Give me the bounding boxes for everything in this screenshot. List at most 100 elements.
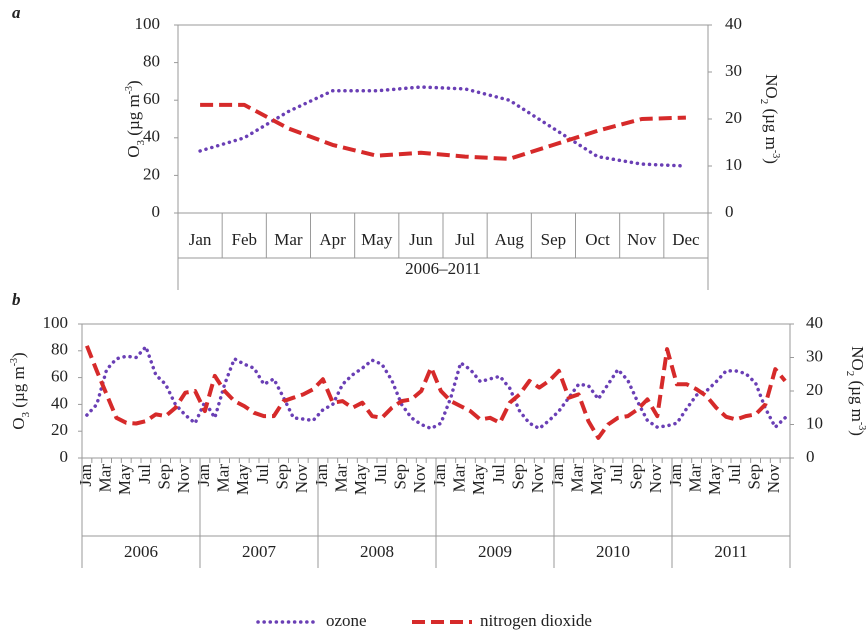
x-tick-label: Nov — [528, 464, 547, 494]
x-tick-label: Nov — [764, 464, 783, 494]
x-tick-label: Jan — [430, 464, 449, 487]
axis-title-part: O — [9, 417, 28, 429]
axis-title: O3 (µg m-3) — [9, 352, 32, 429]
x-tick-label: Apr — [319, 230, 346, 249]
y-tick-label: 40 — [51, 393, 68, 412]
y-tick-label: 20 — [143, 164, 160, 183]
x-tick-label: May — [233, 464, 252, 496]
axis-title-part: 2 — [758, 99, 770, 105]
x-tick-label: Jan — [194, 464, 213, 487]
plot-frame — [177, 24, 709, 214]
panel-label: b — [12, 290, 21, 309]
y-tick-label: 100 — [135, 14, 161, 33]
y2-tick-label: 0 — [806, 447, 815, 466]
y2-tick-label: 10 — [806, 413, 823, 432]
x-tick-label: Mar — [685, 464, 704, 493]
x-tick-label: May — [361, 230, 393, 249]
axis-title-part: -3 — [9, 358, 20, 366]
series-line — [85, 345, 787, 440]
x-tick-label: Jul — [607, 464, 626, 484]
group-label: 2006 — [124, 542, 158, 561]
y2-tick-label: 20 — [725, 108, 742, 127]
x-tick-label: Jul — [725, 464, 744, 484]
y-tick-label: 20 — [51, 420, 68, 439]
y-tick-label: 0 — [152, 202, 161, 221]
y2-tick-label: 30 — [725, 61, 742, 80]
x-tick-label: Mar — [567, 464, 586, 493]
y2-tick-label: 30 — [806, 346, 823, 365]
x-tick-label: Mar — [213, 464, 232, 493]
x-tick-label: Jan — [312, 464, 331, 487]
axis-title-part: (µg m — [9, 366, 28, 412]
y-tick-label: 80 — [143, 52, 160, 71]
x-tick-label: Sep — [626, 464, 645, 490]
x-tick-label: Jun — [409, 230, 433, 249]
axis-title-part: (µg m — [762, 104, 781, 150]
panel-label: a — [12, 3, 21, 22]
x-tick-label: Nov — [410, 464, 429, 494]
legend-label: ozone — [326, 611, 367, 630]
axis-title-part: -3 — [124, 86, 135, 94]
x-tick-label: May — [705, 464, 724, 496]
series-line — [200, 102, 686, 161]
axis-title-part: NO — [848, 346, 867, 371]
x-tick-label: Jan — [76, 464, 95, 487]
x-tick-label: Jul — [455, 230, 475, 249]
x-tick-label: Mar — [274, 230, 303, 249]
group-label: 2007 — [242, 542, 277, 561]
axis-title-part: ) — [848, 430, 867, 436]
x-tick-label: Sep — [390, 464, 409, 490]
axis-title-part: 3 — [20, 411, 32, 417]
x-tick-label: Sep — [154, 464, 173, 490]
x-tick-label: May — [115, 464, 134, 496]
axis-title: O3 (µg m-3) — [124, 80, 147, 157]
axis-title-part: -3 — [770, 150, 781, 158]
x-tick-label: Sep — [508, 464, 527, 490]
x-tick-label: Mar — [449, 464, 468, 493]
x-tick-label: Nov — [174, 464, 193, 494]
y2-tick-label: 10 — [725, 155, 742, 174]
x-tick-label: May — [587, 464, 606, 496]
x-tick-label: Nov — [292, 464, 311, 494]
y2-tick-label: 40 — [806, 313, 823, 332]
group-label: 2009 — [478, 542, 512, 561]
x-tick-label: Nov — [627, 230, 657, 249]
x-tick-label: May — [351, 464, 370, 496]
axis-title-part: -3 — [856, 422, 867, 430]
group-label: 2006–2011 — [405, 259, 481, 278]
y2-tick-label: 20 — [806, 380, 823, 399]
axis-title: NO2 (µg m-3) — [758, 74, 781, 164]
y-tick-label: 60 — [51, 367, 68, 386]
axis-title-part: ) — [9, 352, 28, 358]
x-tick-label: Sep — [541, 230, 567, 249]
x-tick-label: Jul — [253, 464, 272, 484]
x-tick-label: Jul — [489, 464, 508, 484]
y-tick-label: 40 — [143, 127, 160, 146]
x-tick-label: Feb — [232, 230, 258, 249]
axis-title-part: 3 — [135, 139, 147, 145]
group-label: 2010 — [596, 542, 630, 561]
group-label: 2008 — [360, 542, 394, 561]
x-tick-label: Dec — [672, 230, 700, 249]
axis-title: NO2 (µg m-3) — [844, 346, 867, 436]
group-label: 2011 — [714, 542, 747, 561]
axis-title-part: NO — [762, 74, 781, 99]
y-tick-label: 80 — [51, 340, 68, 359]
x-tick-label: Jul — [371, 464, 390, 484]
y2-tick-label: 40 — [725, 14, 742, 33]
axis-title-part: (µg m — [124, 94, 143, 140]
x-tick-label: Aug — [495, 230, 525, 249]
x-tick-label: Sep — [744, 464, 763, 490]
axis-title-part: ) — [124, 80, 143, 86]
y-tick-label: 100 — [43, 313, 69, 332]
x-tick-label: Jul — [135, 464, 154, 484]
y-tick-label: 0 — [60, 447, 69, 466]
x-tick-label: Mar — [331, 464, 350, 493]
x-tick-label: Mar — [95, 464, 114, 493]
x-tick-label: Jan — [666, 464, 685, 487]
axis-title-part: ) — [762, 158, 781, 164]
x-tick-label: May — [469, 464, 488, 496]
series-line — [85, 345, 787, 431]
x-tick-label: Nov — [646, 464, 665, 494]
axis-title-part: (µg m — [848, 376, 867, 422]
